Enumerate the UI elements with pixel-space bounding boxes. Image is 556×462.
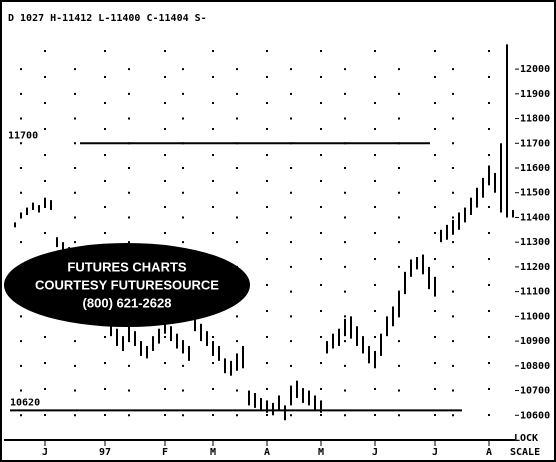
overlay-badge	[4, 243, 250, 327]
scale-label: SCALE	[510, 447, 540, 458]
y-tick-label: 11300	[520, 237, 550, 248]
overlay-text: COURTESY FUTURESOURCE	[35, 277, 219, 292]
y-tick-label: 11700	[520, 138, 550, 149]
header: D 1027 H-11412 L-11400 C-11404 S-	[8, 13, 207, 24]
y-tick-label: 10900	[520, 336, 550, 347]
y-tick-label: 11600	[520, 163, 550, 174]
x-tick-label: J	[372, 447, 378, 458]
y-tick-label: 11000	[520, 311, 550, 322]
y-tick-label: 10700	[520, 386, 550, 397]
x-tick-label: A	[264, 447, 270, 458]
x-tick-label: 97	[99, 447, 111, 458]
y-tick-label: 11400	[520, 212, 550, 223]
y-tick-label: 10800	[520, 361, 550, 372]
x-tick-label: M	[210, 447, 216, 458]
y-tick-label: 10600	[520, 410, 550, 421]
overlay: FUTURES CHARTS COURTESY FUTURESOURCE (800)…	[4, 243, 250, 327]
reference-label: 11700	[8, 130, 38, 141]
y-tick-label: 11800	[520, 114, 550, 125]
y-tick-label: 12000	[520, 64, 550, 75]
reference-label: 10620	[10, 397, 40, 408]
y-tick-label: 11500	[520, 188, 550, 199]
x-tick-label: M	[318, 447, 324, 458]
y-tick-label: 11200	[520, 262, 550, 273]
x-tick-label: J	[432, 447, 438, 458]
x-tick-label: F	[162, 447, 168, 458]
x-tick-label: A	[486, 447, 492, 458]
y-tick-label: 11100	[520, 287, 550, 298]
overlay-text: FUTURES CHARTS	[67, 259, 186, 274]
y-tick-label: 11900	[520, 89, 550, 100]
overlay-text: (800) 621-2628	[83, 295, 172, 310]
x-tick-label: J	[42, 447, 48, 458]
scale-label: LOCK	[514, 433, 538, 444]
